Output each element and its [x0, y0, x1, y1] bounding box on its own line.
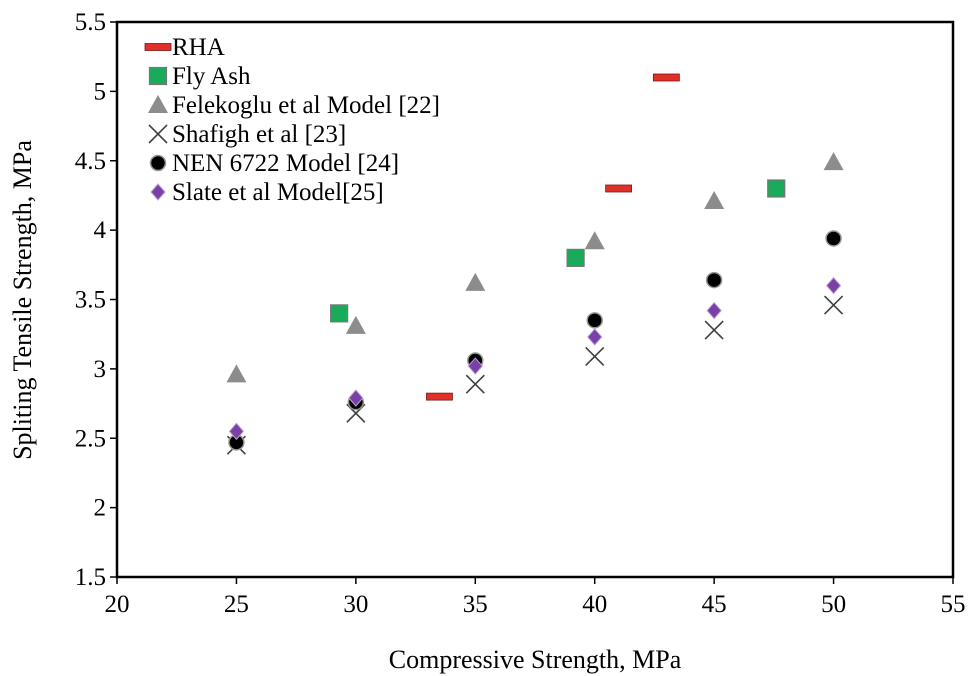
- data-point: [426, 392, 453, 401]
- data-point: [652, 73, 680, 82]
- data-point: [348, 389, 364, 407]
- data-point: [767, 179, 786, 198]
- legend-item: NEN 6722 Model [24]: [149, 150, 399, 177]
- data-point: [584, 231, 605, 250]
- data-point: [586, 312, 603, 329]
- legend-item: Felekoglu et al Model [22]: [148, 92, 440, 119]
- legend-marker: [144, 43, 172, 51]
- legend-item: Shafigh et al [23]: [148, 121, 346, 148]
- y-tick-label: 3.5: [75, 287, 106, 314]
- data-point: [465, 374, 485, 394]
- x-tick-label: 40: [582, 591, 607, 618]
- data-point: [706, 301, 722, 320]
- data-point: [345, 315, 366, 334]
- data-point: [823, 152, 844, 171]
- series-fly-ash: [330, 179, 786, 323]
- series-slate-et-al-model-25: [228, 276, 842, 441]
- x-tick-label: 20: [105, 591, 130, 618]
- legend-item: RHA: [144, 34, 225, 61]
- x-tick-label: 35: [463, 591, 488, 618]
- x-tick-label: 30: [343, 591, 368, 618]
- legend-marker: [150, 183, 166, 201]
- y-tick-label: 5.5: [75, 9, 106, 36]
- x-tick-label: 55: [941, 591, 966, 618]
- series-felekoglu-et-al-model-22: [226, 152, 844, 383]
- x-tick-label: 50: [821, 591, 846, 618]
- legend-label: Felekoglu et al Model [22]: [172, 92, 440, 119]
- x-tick-label: 25: [224, 591, 249, 618]
- data-point: [605, 184, 632, 193]
- data-point: [587, 328, 603, 346]
- data-point: [825, 230, 842, 247]
- data-point: [566, 248, 585, 267]
- series-rha: [426, 73, 680, 401]
- legend-label: RHA: [172, 34, 225, 61]
- data-point: [825, 276, 842, 295]
- y-axis-ticks: 1.5 2 2.5 3 3.5 4 4.5 5 5.5: [75, 9, 117, 591]
- data-point: [330, 304, 349, 323]
- data-point: [467, 357, 483, 375]
- data-point: [824, 295, 844, 315]
- y-tick-label: 3: [94, 356, 107, 383]
- x-axis-title: Compressive Strength, MPa: [389, 645, 682, 674]
- legend-item: Fly Ash: [148, 63, 251, 90]
- y-tick-label: 2: [94, 495, 107, 522]
- legend-item: Slate et al Model[25]: [150, 179, 384, 206]
- legend-marker: [148, 124, 168, 144]
- data-point: [705, 271, 723, 289]
- legend-marker: [148, 66, 168, 86]
- y-axis-title: Spliting Tensile Strength, MPa: [8, 140, 37, 460]
- y-tick-label: 5: [94, 78, 107, 105]
- y-tick-label: 2.5: [75, 425, 106, 452]
- data-point: [585, 346, 605, 366]
- y-tick-label: 1.5: [75, 564, 106, 591]
- data-point: [704, 320, 724, 340]
- data-point: [228, 422, 245, 441]
- data-point: [226, 364, 247, 383]
- y-tick-label: 4.5: [75, 148, 106, 175]
- legend-label: Fly Ash: [172, 63, 251, 90]
- legend-marker: [148, 95, 168, 113]
- data-point: [465, 272, 486, 291]
- data-point: [704, 190, 725, 209]
- x-axis-ticks: 20 25 30 35 40 45 50 55: [105, 577, 966, 618]
- y-tick-label: 4: [94, 217, 107, 244]
- legend-label: NEN 6722 Model [24]: [172, 150, 399, 177]
- legend-label: Slate et al Model[25]: [172, 179, 384, 206]
- legend-marker: [149, 154, 167, 172]
- x-tick-label: 45: [702, 591, 727, 618]
- data-series-layer: [226, 73, 844, 455]
- legend-label: Shafigh et al [23]: [172, 121, 346, 148]
